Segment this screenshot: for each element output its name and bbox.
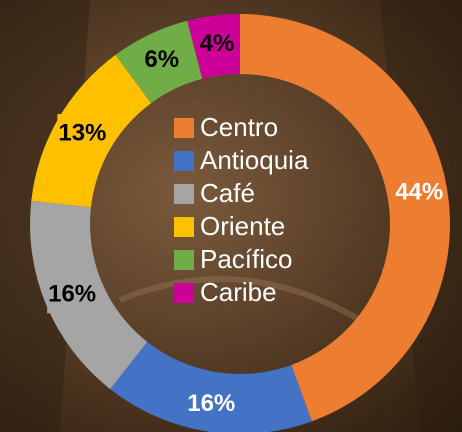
data-label: 44% [395, 179, 443, 206]
chart: 44% 16% 16% 13% 6% 4% CentroAntioquiaCaféOrien… [0, 0, 462, 432]
legend-swatch [174, 283, 194, 303]
legend-swatch [174, 118, 194, 138]
legend-label: Oriente [200, 211, 285, 241]
legend-label: Café [200, 178, 255, 208]
data-label: 16% [48, 281, 96, 308]
legend-label: Pacífico [200, 244, 293, 274]
legend-label: Antioquia [200, 145, 309, 175]
screen: 44% 16% 16% 13% 6% 4% CentroAntioquiaCaféOrien… [0, 0, 462, 432]
legend-swatch [174, 151, 194, 171]
data-label: 16% [187, 390, 235, 417]
data-label: 13% [58, 119, 106, 146]
legend-swatch [174, 217, 194, 237]
data-label: 6% [144, 46, 179, 73]
legend-label: Centro [200, 112, 278, 142]
data-label: 4% [200, 30, 235, 57]
legend-label: Caribe [200, 277, 277, 307]
legend-swatch [174, 250, 194, 270]
legend-swatch [174, 184, 194, 204]
